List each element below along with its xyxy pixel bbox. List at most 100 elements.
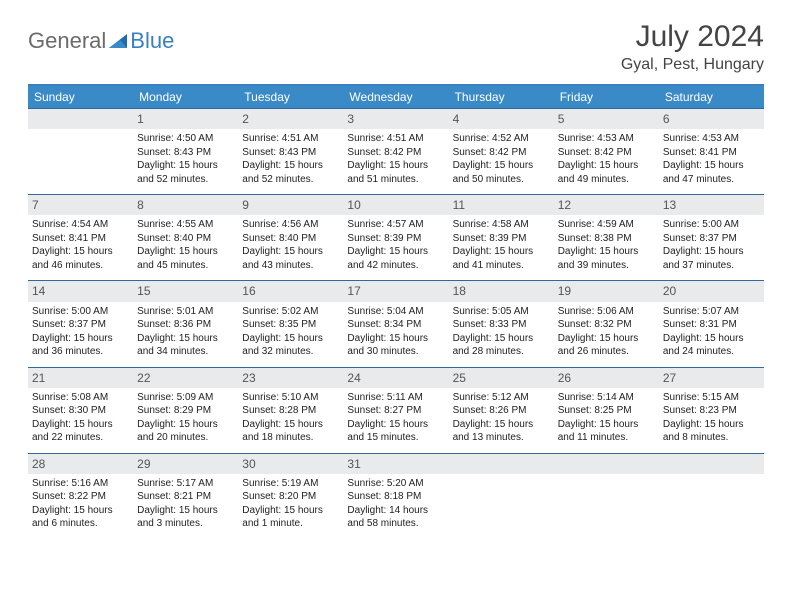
sunset-text: Sunset: 8:20 PM [242,490,339,504]
calendar-day-cell: 8Sunrise: 4:55 AMSunset: 8:40 PMDaylight… [133,194,238,280]
calendar-day-cell: 31Sunrise: 5:20 AMSunset: 8:18 PMDayligh… [343,453,448,539]
day-number: 28 [28,453,133,474]
daylight-text: Daylight: 15 hours and 6 minutes. [32,504,129,531]
sunrise-text: Sunrise: 4:51 AM [347,132,444,146]
sunrise-text: Sunrise: 4:51 AM [242,132,339,146]
calendar-day-cell: 16Sunrise: 5:02 AMSunset: 8:35 PMDayligh… [238,280,343,366]
calendar-day-cell [28,108,133,194]
day-number: 15 [133,280,238,301]
daylight-text: Daylight: 15 hours and 8 minutes. [663,418,760,445]
day-number: 2 [238,108,343,129]
weekday-header: Friday [554,85,659,108]
weekday-header: Sunday [28,85,133,108]
calendar-week-row: 28Sunrise: 5:16 AMSunset: 8:22 PMDayligh… [28,453,764,539]
sunset-text: Sunset: 8:42 PM [453,146,550,160]
day-number: 1 [133,108,238,129]
daylight-text: Daylight: 15 hours and 20 minutes. [137,418,234,445]
sunrise-text: Sunrise: 4:54 AM [32,218,129,232]
day-number: 7 [28,194,133,215]
calendar-day-cell: 13Sunrise: 5:00 AMSunset: 8:37 PMDayligh… [659,194,764,280]
title-block: July 2024 Gyal, Pest, Hungary [621,20,764,74]
day-number: 9 [238,194,343,215]
sunrise-text: Sunrise: 5:20 AM [347,477,444,491]
calendar-day-cell: 26Sunrise: 5:14 AMSunset: 8:25 PMDayligh… [554,367,659,453]
calendar-day-cell: 23Sunrise: 5:10 AMSunset: 8:28 PMDayligh… [238,367,343,453]
day-number [28,108,133,129]
day-number: 25 [449,367,554,388]
daylight-text: Daylight: 15 hours and 24 minutes. [663,332,760,359]
location-label: Gyal, Pest, Hungary [621,56,764,74]
daylight-text: Daylight: 15 hours and 30 minutes. [347,332,444,359]
sunrise-text: Sunrise: 5:05 AM [453,305,550,319]
sunrise-text: Sunrise: 5:04 AM [347,305,444,319]
daylight-text: Daylight: 15 hours and 52 minutes. [137,159,234,186]
sunset-text: Sunset: 8:37 PM [32,318,129,332]
day-number: 4 [449,108,554,129]
day-number: 26 [554,367,659,388]
daylight-text: Daylight: 15 hours and 15 minutes. [347,418,444,445]
calendar-day-cell [449,453,554,539]
calendar-day-cell: 4Sunrise: 4:52 AMSunset: 8:42 PMDaylight… [449,108,554,194]
sunset-text: Sunset: 8:25 PM [558,404,655,418]
day-number: 18 [449,280,554,301]
calendar-day-cell: 17Sunrise: 5:04 AMSunset: 8:34 PMDayligh… [343,280,448,366]
sunset-text: Sunset: 8:41 PM [32,232,129,246]
sunset-text: Sunset: 8:43 PM [137,146,234,160]
daylight-text: Daylight: 14 hours and 58 minutes. [347,504,444,531]
sunset-text: Sunset: 8:41 PM [663,146,760,160]
calendar-day-cell: 3Sunrise: 4:51 AMSunset: 8:42 PMDaylight… [343,108,448,194]
daylight-text: Daylight: 15 hours and 32 minutes. [242,332,339,359]
day-number: 5 [554,108,659,129]
sunset-text: Sunset: 8:37 PM [663,232,760,246]
calendar-day-cell: 15Sunrise: 5:01 AMSunset: 8:36 PMDayligh… [133,280,238,366]
sunset-text: Sunset: 8:28 PM [242,404,339,418]
weekday-header: Tuesday [238,85,343,108]
calendar-day-cell: 19Sunrise: 5:06 AMSunset: 8:32 PMDayligh… [554,280,659,366]
calendar-day-cell [554,453,659,539]
sunrise-text: Sunrise: 4:53 AM [663,132,760,146]
calendar-week-row: 21Sunrise: 5:08 AMSunset: 8:30 PMDayligh… [28,367,764,453]
sunset-text: Sunset: 8:21 PM [137,490,234,504]
day-number: 14 [28,280,133,301]
calendar-day-cell: 1Sunrise: 4:50 AMSunset: 8:43 PMDaylight… [133,108,238,194]
sunrise-text: Sunrise: 5:06 AM [558,305,655,319]
calendar-week-row: 7 Sunrise: 4:54 AMSunset: 8:41 PM Daylight… [28,194,764,280]
sunrise-text: Sunrise: 5:19 AM [242,477,339,491]
daylight-text: Daylight: 15 hours and 51 minutes. [347,159,444,186]
sunset-text: Sunset: 8:33 PM [453,318,550,332]
day-number: 21 [28,367,133,388]
day-number: 31 [343,453,448,474]
calendar-day-cell: 7Sunrise: 4:54 AMSunset: 8:41 PMDaylight… [28,194,133,280]
sunrise-text: Sunrise: 5:00 AM [663,218,760,232]
weekday-header: Monday [133,85,238,108]
sunset-text: Sunset: 8:27 PM [347,404,444,418]
day-number: 16 [238,280,343,301]
calendar-day-cell: 11Sunrise: 4:58 AMSunset: 8:39 PMDayligh… [449,194,554,280]
daylight-text: Daylight: 15 hours and 49 minutes. [558,159,655,186]
daylight-text: Daylight: 15 hours and 52 minutes. [242,159,339,186]
sunrise-text: Sunrise: 5:15 AM [663,391,760,405]
day-number: 6 [659,108,764,129]
calendar-day-cell: 5Sunrise: 4:53 AMSunset: 8:42 PMDaylight… [554,108,659,194]
sunrise-text: Sunrise: 5:14 AM [558,391,655,405]
daylight-text: Daylight: 15 hours and 28 minutes. [453,332,550,359]
sunrise-text: Sunrise: 4:52 AM [453,132,550,146]
day-number: 8 [133,194,238,215]
sunrise-text: Sunrise: 5:08 AM [32,391,129,405]
day-number [659,453,764,474]
sunrise-text: Sunrise: 4:59 AM [558,218,655,232]
sunrise-text: Sunrise: 4:56 AM [242,218,339,232]
sunset-text: Sunset: 8:40 PM [242,232,339,246]
daylight-text: Daylight: 15 hours and 37 minutes. [663,245,760,272]
sunset-text: Sunset: 8:36 PM [137,318,234,332]
daylight-text: Daylight: 15 hours and 18 minutes. [242,418,339,445]
day-number: 20 [659,280,764,301]
page-title: July 2024 [621,20,764,54]
calendar-day-cell: 22Sunrise: 5:09 AMSunset: 8:29 PMDayligh… [133,367,238,453]
sunset-text: Sunset: 8:40 PM [137,232,234,246]
day-number: 29 [133,453,238,474]
daylight-text: Daylight: 15 hours and 1 minute. [242,504,339,531]
daylight-text: Daylight: 15 hours and 47 minutes. [663,159,760,186]
calendar-day-cell: 2Sunrise: 4:51 AMSunset: 8:43 PMDaylight… [238,108,343,194]
daylight-text: Daylight: 15 hours and 45 minutes. [137,245,234,272]
